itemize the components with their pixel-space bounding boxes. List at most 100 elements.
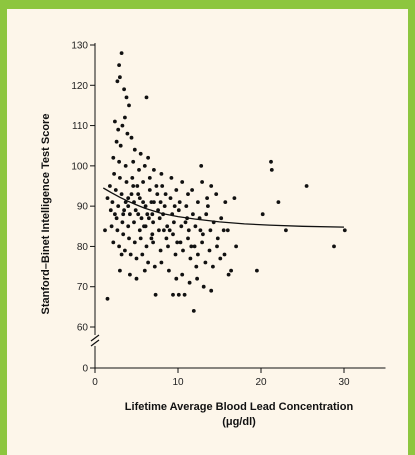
data-point (208, 228, 213, 233)
data-point (144, 244, 149, 249)
data-point (174, 276, 179, 281)
data-point (120, 220, 125, 225)
data-point (124, 180, 129, 184)
data-point (178, 240, 183, 245)
data-point (113, 212, 117, 217)
data-point (140, 252, 145, 257)
data-point (215, 244, 219, 249)
data-point (195, 276, 200, 281)
data-point (229, 268, 234, 273)
data-point (133, 208, 138, 213)
data-point (162, 228, 166, 233)
y-tick-label: 0 (82, 364, 88, 375)
data-point (180, 180, 185, 184)
y-tick-label: 60 (77, 323, 89, 334)
data-point (193, 224, 198, 229)
x-tick-label: 30 (338, 377, 350, 388)
data-point (138, 151, 143, 156)
data-point (162, 204, 167, 209)
data-point (146, 155, 151, 160)
data-point (159, 172, 164, 176)
data-point (128, 212, 132, 217)
data-point (179, 224, 184, 229)
data-point (137, 196, 142, 201)
x-axis-unit: (μg/dl) (222, 416, 256, 428)
data-point (146, 260, 151, 265)
data-point (269, 168, 274, 172)
y-tick-label: 80 (77, 242, 89, 253)
data-point (211, 264, 215, 269)
data-point (191, 309, 196, 313)
data-point (196, 200, 200, 205)
y-tick-label: 100 (71, 161, 88, 172)
data-point (188, 256, 193, 261)
data-point (194, 264, 199, 269)
data-point (151, 220, 156, 225)
data-point (165, 224, 170, 229)
data-point (166, 244, 170, 249)
data-point (118, 143, 123, 148)
data-point (105, 296, 110, 301)
data-point (108, 184, 112, 188)
data-point (167, 268, 171, 273)
data-point (198, 228, 203, 233)
data-point (192, 244, 197, 249)
data-point (145, 212, 150, 217)
data-point (147, 188, 152, 192)
data-point (129, 192, 134, 197)
data-point (108, 208, 113, 213)
data-point (158, 200, 163, 205)
data-point (156, 208, 161, 213)
x-axis-title: Lifetime Average Blood Lead Concentratio… (125, 401, 354, 413)
data-point (176, 208, 181, 213)
data-point (190, 188, 195, 192)
fit-curve (102, 187, 345, 228)
data-point (123, 115, 127, 120)
data-point (119, 252, 124, 257)
data-point (111, 155, 116, 160)
data-point (183, 220, 188, 225)
data-point (184, 204, 189, 209)
data-point (137, 168, 141, 172)
data-point (177, 200, 182, 205)
data-point (119, 51, 124, 55)
data-point (153, 292, 158, 297)
data-point (123, 164, 128, 168)
data-point (116, 204, 121, 209)
data-point (134, 256, 139, 261)
data-point (120, 123, 125, 128)
data-point (118, 176, 122, 180)
data-point (114, 216, 119, 221)
y-axis-title: Stanford–Binet Intelligence Test Score (40, 114, 52, 315)
data-point (127, 103, 131, 108)
data-point (222, 252, 227, 257)
axis-break-mark (90, 339, 100, 347)
data-point (159, 260, 164, 265)
x-tick-label: 10 (172, 377, 184, 388)
data-point (269, 159, 273, 164)
data-point (189, 244, 194, 249)
data-point (158, 248, 163, 253)
data-point (225, 228, 230, 233)
data-point (172, 220, 176, 225)
data-point (126, 196, 131, 201)
data-point (137, 228, 142, 233)
data-point (123, 248, 127, 253)
data-point (132, 220, 136, 225)
data-point (131, 184, 136, 188)
data-point (232, 196, 237, 201)
data-point (169, 176, 174, 180)
data-point (134, 276, 139, 281)
data-point (132, 240, 137, 245)
data-point (200, 180, 205, 184)
y-tick-label: 130 (71, 41, 88, 52)
data-point (234, 244, 239, 249)
data-point (160, 184, 165, 188)
data-point (113, 188, 118, 192)
data-point (141, 180, 146, 184)
data-point (149, 236, 154, 241)
data-point (255, 268, 259, 273)
data-point (118, 268, 122, 273)
data-point (155, 192, 160, 197)
